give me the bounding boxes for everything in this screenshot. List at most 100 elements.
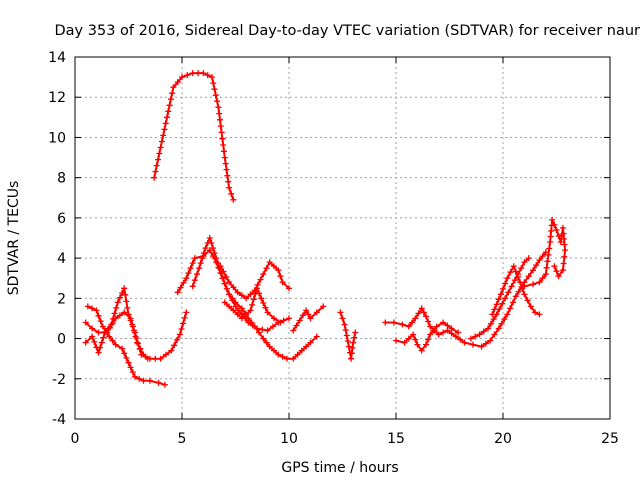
data-point-marker	[524, 297, 531, 304]
data-point-marker	[171, 342, 178, 349]
data-point-marker	[226, 184, 233, 191]
data-point-marker	[89, 333, 96, 340]
data-point-marker	[82, 319, 89, 326]
data-point-marker	[153, 162, 160, 169]
data-point-marker	[238, 305, 245, 312]
data-point-marker	[189, 283, 196, 290]
data-point-marker	[313, 333, 320, 340]
data-point-marker	[293, 322, 300, 329]
data-point-marker	[502, 295, 509, 302]
series-arc-4	[151, 70, 237, 203]
data-point-marker	[286, 315, 292, 322]
data-point-marker	[160, 132, 167, 139]
data-point-marker	[129, 321, 136, 328]
data-point-marker	[206, 247, 213, 254]
data-point-marker	[476, 331, 483, 338]
data-point-marker	[472, 333, 479, 340]
data-point-marker	[152, 355, 159, 362]
data-point-marker	[200, 250, 207, 257]
data-point-marker	[235, 307, 242, 314]
data-point-marker	[296, 317, 303, 324]
data-point-marker	[491, 331, 498, 338]
data-point-marker	[152, 168, 159, 175]
data-point-marker	[555, 273, 562, 280]
data-point-marker	[100, 334, 107, 341]
data-point-marker	[156, 150, 163, 157]
data-point-marker	[228, 190, 235, 197]
y-tick-label: -4	[52, 412, 66, 428]
data-point-marker	[487, 337, 494, 344]
data-point-marker	[180, 320, 187, 327]
data-point-marker	[206, 235, 213, 241]
data-point-marker	[132, 333, 139, 340]
series-trace	[84, 311, 149, 360]
data-point-marker	[420, 309, 427, 316]
data-point-marker	[480, 328, 487, 335]
data-point-marker	[412, 336, 419, 343]
data-point-marker	[213, 255, 220, 262]
data-point-marker	[140, 351, 147, 358]
data-point-marker	[234, 311, 241, 318]
data-point-marker	[303, 343, 310, 350]
data-point-marker	[533, 262, 540, 269]
data-point-marker	[457, 336, 464, 343]
data-point-marker	[444, 327, 451, 334]
data-point-marker	[218, 129, 225, 136]
data-point-marker	[559, 267, 566, 274]
data-point-marker	[277, 319, 284, 326]
data-point-marker	[260, 335, 267, 342]
data-point-marker	[405, 335, 412, 342]
series-arc-15	[489, 263, 543, 318]
data-point-marker	[440, 319, 447, 326]
series-arc-14	[467, 255, 532, 342]
data-point-marker	[279, 279, 286, 286]
data-point-marker	[217, 123, 224, 130]
data-point-marker	[544, 258, 551, 265]
series-trace	[395, 321, 460, 352]
data-point-marker	[93, 307, 100, 314]
data-point-marker	[264, 309, 271, 316]
data-point-marker	[254, 281, 261, 288]
data-point-marker	[109, 320, 116, 327]
data-point-marker	[448, 330, 455, 337]
data-point-marker	[111, 310, 118, 317]
data-point-marker	[551, 263, 558, 270]
data-point-marker	[532, 309, 539, 316]
data-point-marker	[185, 270, 192, 277]
data-point-marker	[211, 250, 218, 257]
plot-frame	[74, 56, 611, 420]
data-point-marker	[157, 355, 164, 362]
data-point-marker	[116, 294, 123, 301]
data-point-marker	[209, 74, 215, 81]
data-point-marker	[210, 80, 217, 87]
data-point-marker	[248, 319, 255, 326]
data-point-marker	[95, 312, 102, 319]
data-point-marker	[418, 347, 425, 354]
data-point-marker	[263, 339, 270, 346]
data-point-marker	[307, 339, 314, 346]
data-point-marker	[342, 327, 349, 333]
data-point-marker	[478, 343, 485, 350]
data-point-marker	[521, 283, 528, 290]
data-point-marker	[169, 90, 176, 97]
data-point-marker	[176, 331, 183, 338]
data-point-marker	[271, 347, 277, 354]
series-arc-8	[221, 285, 284, 326]
series-arc-12	[393, 319, 462, 354]
data-point-marker	[405, 323, 412, 330]
data-point-marker	[440, 329, 447, 336]
data-point-marker	[95, 349, 102, 356]
data-point-marker	[427, 331, 434, 338]
data-point-marker	[521, 291, 528, 298]
data-point-marker	[515, 288, 522, 295]
data-point-marker	[161, 381, 168, 388]
data-point-marker	[89, 325, 96, 332]
data-point-marker	[345, 343, 352, 350]
data-point-marker	[91, 338, 98, 345]
data-point-marker	[191, 255, 198, 262]
data-point-marker	[505, 289, 512, 296]
data-point-marker	[119, 290, 126, 296]
data-point-marker	[243, 311, 250, 318]
data-point-marker	[114, 299, 121, 306]
series-trace	[86, 305, 166, 386]
